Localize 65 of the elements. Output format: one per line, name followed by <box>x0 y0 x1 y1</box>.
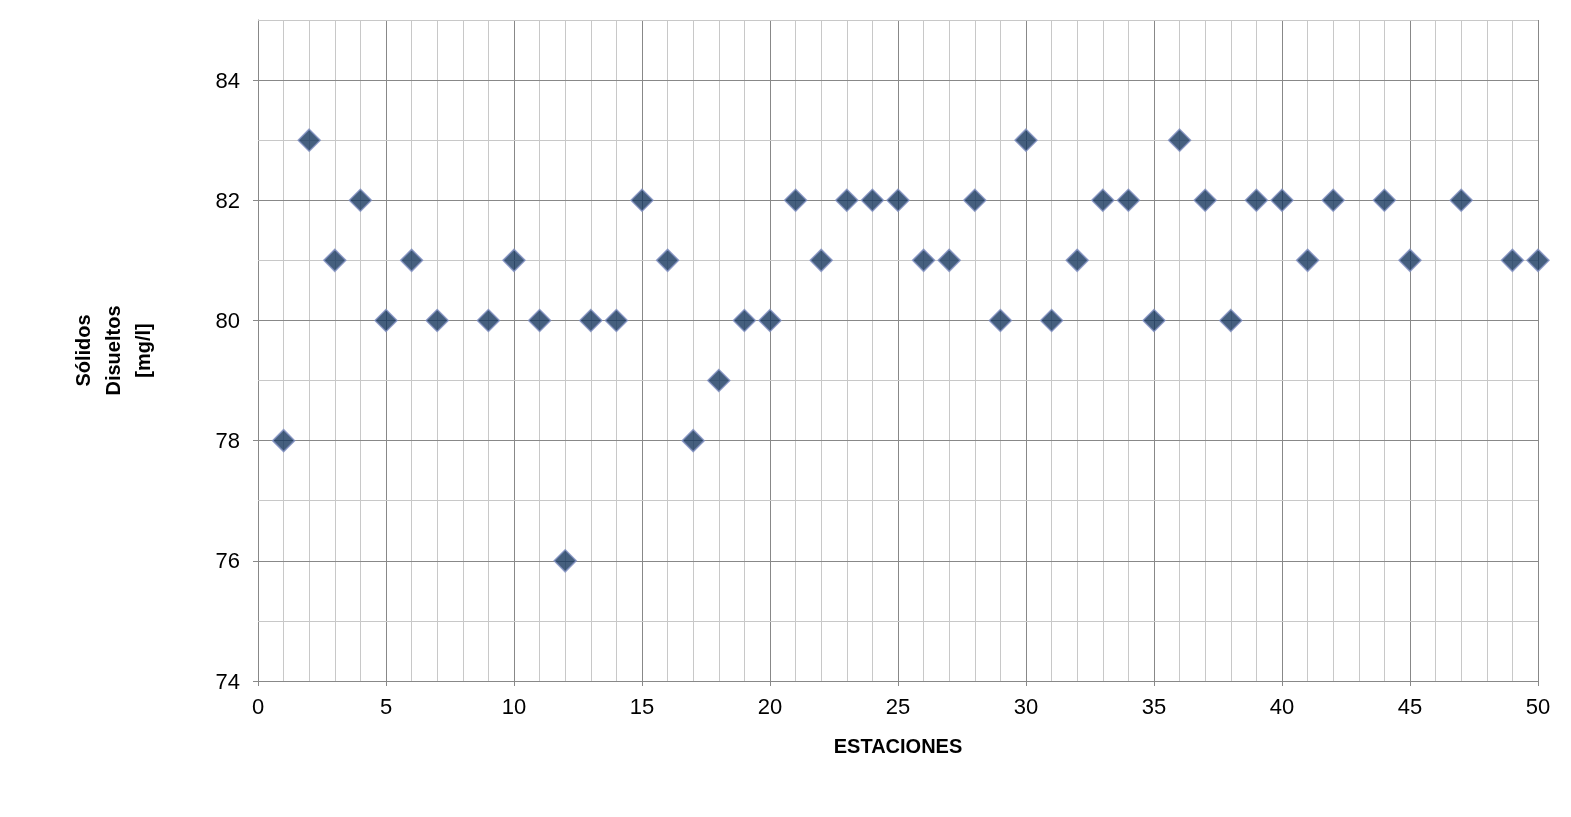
point <box>1039 308 1064 333</box>
x-axis-title: ESTACIONES <box>833 735 963 757</box>
x-tick-label: 5 <box>379 693 393 719</box>
point <box>809 248 833 273</box>
point <box>1219 308 1243 333</box>
point <box>604 308 629 333</box>
point <box>1065 248 1089 273</box>
point <box>963 188 987 213</box>
point <box>630 188 654 213</box>
point <box>681 428 705 453</box>
x-tick-label: 25 <box>885 693 911 719</box>
point <box>1244 188 1269 213</box>
point <box>988 308 1013 333</box>
point <box>860 188 885 213</box>
y-axis-title: Sólidos Disueltos [mg/l] <box>72 305 154 396</box>
x-tick-label: 0 <box>251 693 265 719</box>
point <box>502 248 526 273</box>
point <box>1091 188 1115 213</box>
x-tick-label: 45 <box>1397 693 1423 719</box>
point <box>758 308 782 333</box>
point <box>1398 248 1422 273</box>
x-tick-label: 10 <box>501 693 527 719</box>
point <box>553 549 577 573</box>
point <box>1193 188 1217 213</box>
point <box>911 248 936 273</box>
point <box>1014 128 1038 152</box>
point <box>1295 248 1320 273</box>
point <box>297 128 321 152</box>
point <box>271 428 296 453</box>
point <box>707 368 731 393</box>
y-tick-label: 84 <box>215 67 240 93</box>
point <box>1142 308 1166 333</box>
point <box>399 248 424 273</box>
x-tick-label: 30 <box>1013 693 1039 719</box>
point <box>1270 188 1294 213</box>
point <box>732 308 757 333</box>
point <box>348 188 373 213</box>
y-tick-label: 78 <box>215 428 240 454</box>
point <box>527 308 552 333</box>
point <box>835 188 859 213</box>
point <box>1321 188 1345 213</box>
point <box>783 188 808 213</box>
y-tick-label: 76 <box>215 548 240 574</box>
point <box>1167 128 1192 152</box>
x-tick-label: 35 <box>1141 693 1167 719</box>
point <box>1116 188 1141 213</box>
point <box>323 248 347 273</box>
point <box>374 308 398 333</box>
y-tick-label: 82 <box>215 187 240 213</box>
point <box>886 188 910 213</box>
x-tick-label: 20 <box>757 693 783 719</box>
x-tick-label: 15 <box>629 693 655 719</box>
point <box>579 308 603 333</box>
y-tick-label: 80 <box>215 307 240 333</box>
point <box>1500 248 1525 273</box>
point <box>476 308 501 333</box>
point <box>1372 188 1397 213</box>
x-tick-label: 40 <box>1269 693 1295 719</box>
point <box>425 308 449 333</box>
point <box>655 248 680 273</box>
y-tick-label: 74 <box>215 668 240 694</box>
point <box>1449 188 1473 213</box>
point <box>937 248 961 273</box>
x-tick-label: 50 <box>1525 693 1551 719</box>
point <box>1526 248 1550 273</box>
